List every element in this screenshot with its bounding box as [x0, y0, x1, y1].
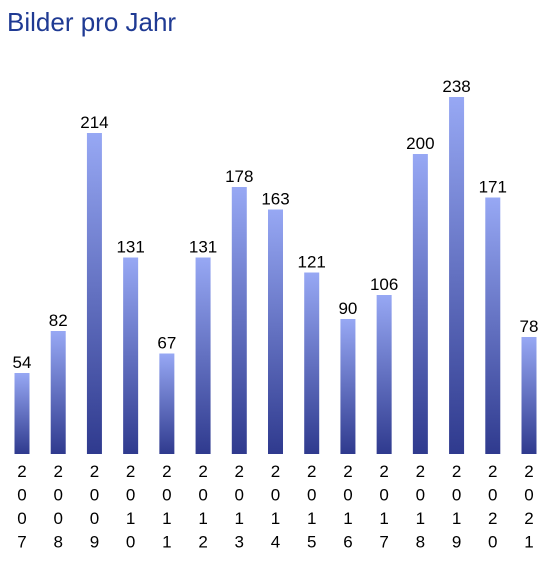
bar-2013	[231, 187, 247, 454]
bar-2012	[195, 257, 211, 454]
bar-2008	[50, 331, 66, 454]
bar-2021	[521, 337, 537, 454]
bar-2007	[14, 373, 30, 454]
chart-title: Bilder pro Jahr	[7, 7, 177, 37]
bar-2010	[123, 257, 139, 454]
value-label-2013: 178	[225, 167, 253, 186]
bar-2011	[159, 353, 175, 454]
bar-2014	[268, 209, 283, 454]
bars-layer	[14, 97, 537, 454]
bar-2015	[304, 272, 320, 454]
bar-2016	[340, 319, 356, 454]
value-label-2021: 78	[520, 317, 539, 336]
value-label-2012: 131	[189, 238, 217, 257]
value-label-2015: 121	[298, 253, 326, 272]
value-label-2017: 106	[370, 275, 398, 294]
value-label-2008: 82	[49, 311, 68, 330]
value-label-2011: 67	[157, 334, 176, 353]
value-label-2020: 171	[479, 178, 507, 197]
bar-2009	[86, 133, 102, 454]
bar-2018	[412, 154, 428, 454]
value-label-2019: 238	[442, 77, 470, 96]
value-label-2010: 131	[116, 238, 144, 257]
value-label-2014: 163	[261, 190, 289, 209]
value-label-2018: 200	[406, 134, 434, 153]
bar-2017	[376, 295, 392, 454]
bar-2020	[485, 197, 501, 454]
value-label-2009: 214	[80, 113, 108, 132]
x-tick-labels: 2 0 0 7 2 0 0 8 2 0 0 9 2 0 1 0 2 0 1 1 2 0 1 2 2 0 1 3 2 0 1 4 2 0 1 5 2 0 1 6…	[17, 462, 533, 552]
bar-2019	[449, 97, 465, 454]
value-label-2016: 90	[338, 299, 357, 318]
value-labels-layer: 54 82 214 131 67 131 178 163 121 90 106 200 238 171 78	[13, 77, 539, 372]
value-label-2007: 54	[13, 353, 32, 372]
